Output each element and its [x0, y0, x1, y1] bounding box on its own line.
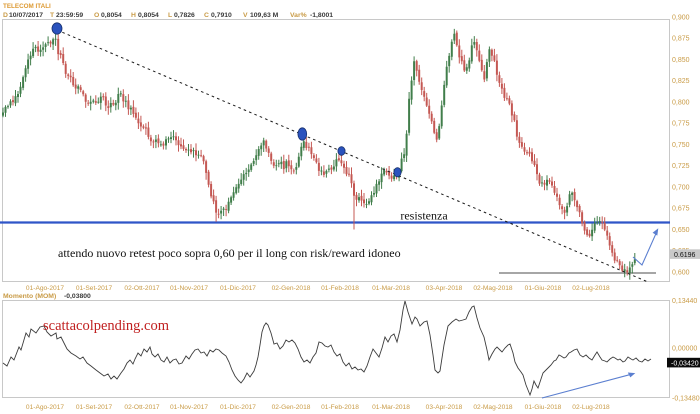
svg-text:01-Dic-2017: 01-Dic-2017	[220, 404, 256, 411]
svg-text:02-Gen-2018: 02-Gen-2018	[272, 404, 311, 411]
svg-text:0,13440: 0,13440	[672, 298, 697, 305]
svg-text:01-Set-2017: 01-Set-2017	[76, 404, 113, 411]
svg-text:0,8054: 0,8054	[101, 12, 122, 19]
svg-text:01-Nov-2017: 01-Nov-2017	[170, 404, 208, 411]
svg-text:03-Apr-2018: 03-Apr-2018	[426, 404, 463, 411]
svg-text:0,725: 0,725	[672, 163, 690, 170]
svg-text:0,650: 0,650	[672, 227, 690, 234]
svg-text:01-Feb-2018: 01-Feb-2018	[321, 404, 359, 411]
svg-text:-1,8001: -1,8001	[310, 12, 333, 19]
svg-text:02-Lug-2018: 02-Lug-2018	[572, 285, 610, 292]
svg-text:0,900: 0,900	[672, 14, 690, 21]
svg-text:H: H	[131, 12, 136, 19]
svg-text:0,00000: 0,00000	[672, 346, 697, 353]
svg-text:02-Gen-2018: 02-Gen-2018	[272, 285, 311, 292]
svg-text:01-Mar-2018: 01-Mar-2018	[372, 285, 410, 292]
svg-text:0,750: 0,750	[672, 142, 690, 149]
svg-text:01-Feb-2018: 01-Feb-2018	[321, 285, 359, 292]
svg-text:0,825: 0,825	[672, 78, 690, 85]
svg-text:0,7826: 0,7826	[174, 12, 195, 19]
svg-text:109,63 M: 109,63 M	[250, 12, 279, 19]
svg-text:23:59:59: 23:59:59	[56, 12, 83, 19]
svg-text:01-Ago-2017: 01-Ago-2017	[26, 285, 64, 292]
svg-text:TELECOM ITALI: TELECOM ITALI	[3, 3, 51, 10]
svg-text:0,600: 0,600	[672, 269, 690, 276]
svg-text:0,675: 0,675	[672, 206, 690, 213]
svg-text:0,8054: 0,8054	[138, 12, 159, 19]
svg-text:02-Mag-2018: 02-Mag-2018	[473, 285, 513, 292]
svg-text:-0,03800: -0,03800	[64, 293, 91, 300]
svg-text:O: O	[94, 12, 99, 19]
svg-text:01-Giu-2018: 01-Giu-2018	[525, 285, 562, 292]
svg-text:L: L	[168, 12, 172, 19]
svg-text:02-Mag-2018: 02-Mag-2018	[473, 404, 513, 411]
svg-text:0.6196: 0.6196	[674, 252, 696, 259]
svg-text:attendo nuovo retest poco sopr: attendo nuovo retest poco sopra 0,60 per…	[58, 246, 401, 260]
svg-text:01-Set-2017: 01-Set-2017	[76, 285, 113, 292]
svg-text:02-Ott-2017: 02-Ott-2017	[124, 285, 160, 292]
svg-text:01-Nov-2017: 01-Nov-2017	[170, 285, 208, 292]
svg-text:02-Ott-2017: 02-Ott-2017	[124, 404, 160, 411]
svg-text:-0,03420: -0,03420	[671, 360, 699, 367]
svg-text:0,775: 0,775	[672, 121, 690, 128]
svg-text:-0,13480: -0,13480	[672, 396, 700, 403]
svg-text:10/07/2017: 10/07/2017	[9, 12, 43, 19]
svg-text:C: C	[204, 12, 209, 19]
svg-text:01-Giu-2018: 01-Giu-2018	[525, 404, 562, 411]
svg-text:01-Mar-2018: 01-Mar-2018	[372, 404, 410, 411]
svg-text:02-Lug-2018: 02-Lug-2018	[572, 404, 610, 411]
svg-text:D: D	[3, 12, 8, 19]
svg-text:Momento (MOM): Momento (MOM)	[3, 293, 56, 300]
svg-text:resistenza: resistenza	[400, 209, 448, 223]
svg-text:V: V	[243, 12, 248, 19]
svg-text:01-Ago-2017: 01-Ago-2017	[26, 404, 64, 411]
svg-text:03-Apr-2018: 03-Apr-2018	[426, 285, 463, 292]
svg-text:Var%: Var%	[290, 12, 307, 19]
svg-text:0,800: 0,800	[672, 99, 690, 106]
svg-text:0,875: 0,875	[672, 36, 690, 43]
svg-text:0,700: 0,700	[672, 184, 690, 191]
svg-text:0,7910: 0,7910	[211, 12, 232, 19]
svg-text:0,850: 0,850	[672, 57, 690, 64]
svg-text:01-Dic-2017: 01-Dic-2017	[220, 285, 256, 292]
svg-text:T: T	[50, 12, 55, 19]
svg-text:scattacolpending.com: scattacolpending.com	[43, 318, 170, 334]
